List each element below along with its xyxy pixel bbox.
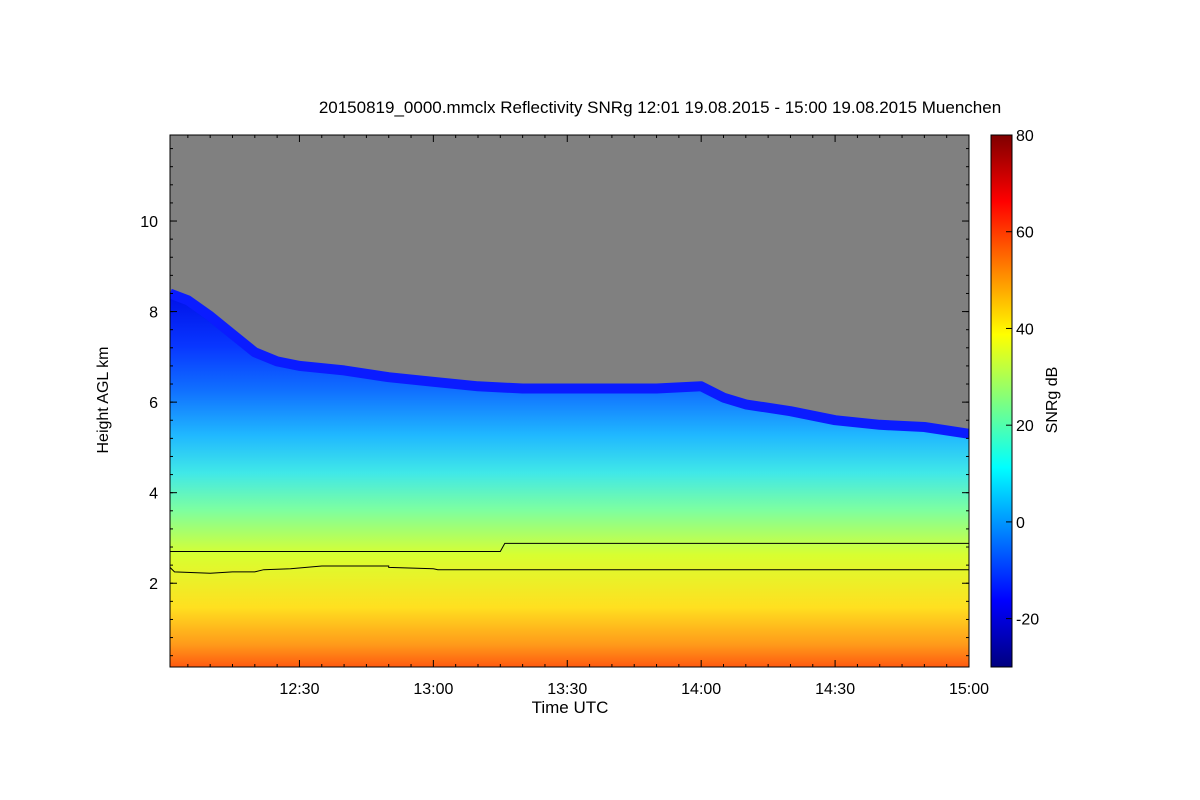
upper-black-line (170, 542, 969, 552)
x-tick-label: 15:00 (949, 681, 989, 698)
x-tick-label: 14:00 (681, 681, 721, 698)
x-tick-label: 13:30 (547, 681, 587, 698)
colorbar-label: SNRg dB (1044, 366, 1061, 434)
y-tick-label: 8 (149, 305, 158, 322)
colorbar-tick-label: 20 (1016, 418, 1034, 435)
x-tick-label: 13:00 (413, 681, 453, 698)
colorbar-tick-label: 80 (1016, 128, 1034, 145)
y-tick-label: 4 (149, 486, 158, 503)
echo-region (170, 293, 969, 667)
y-axis-label: Height AGL km (95, 346, 112, 454)
chart-title: 20150819_0000.mmclx Reflectivity SNRg 12… (318, 98, 1002, 117)
cloud-top-edge (170, 288, 969, 439)
colorbar-tick-label: 0 (1016, 515, 1025, 532)
colorbar (990, 134, 1013, 668)
heatmap-plot (170, 135, 969, 667)
y-tick-label: 6 (149, 395, 158, 412)
y-tick-label: 2 (149, 576, 158, 593)
x-axis-label: Time UTC (531, 698, 609, 717)
x-tick-label: 14:30 (815, 681, 855, 698)
lower-black-line (170, 565, 969, 574)
plot-frame (169, 134, 970, 668)
colorbar-tick-label: 40 (1016, 321, 1034, 338)
y-tick-label: 10 (140, 214, 158, 231)
x-tick-label: 12:30 (279, 681, 319, 698)
colorbar-tick-label: 60 (1016, 225, 1034, 242)
colorbar-tick-label: -20 (1016, 612, 1039, 629)
